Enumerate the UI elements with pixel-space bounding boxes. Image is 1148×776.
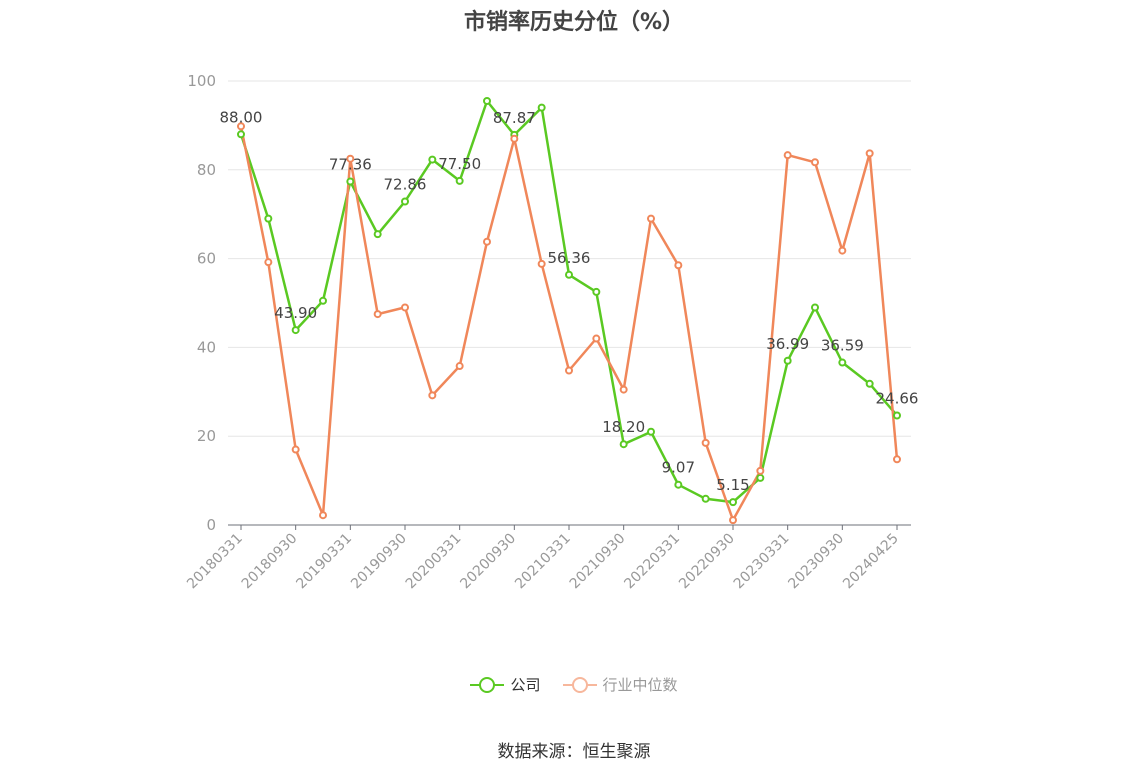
x-tick-label: 20180331: [184, 531, 246, 593]
data-point-company: [483, 96, 491, 105]
data-point-company: [729, 498, 737, 507]
data-point-company: [674, 480, 683, 489]
data-label-company: 77.36: [329, 156, 372, 174]
data-label-company: 36.99: [766, 335, 809, 353]
data-point-company: [237, 130, 245, 139]
data-point-industry-median: [319, 511, 327, 520]
data-point-industry-median: [592, 334, 601, 343]
data-point-company: [701, 494, 710, 503]
x-tick-label: 20210930: [567, 531, 629, 593]
data-point-industry-median: [291, 445, 300, 454]
data-label-company: 72.86: [384, 176, 427, 194]
data-point-industry-median: [701, 438, 710, 447]
legend-company-marker-icon: [470, 675, 505, 695]
data-point-industry-median: [756, 466, 765, 475]
data-point-industry-median: [893, 455, 901, 464]
x-tick-label: 20200331: [403, 531, 465, 593]
data-point-industry-median: [838, 246, 847, 255]
data-label-company: 5.15: [716, 476, 749, 494]
data-label-company: 9.07: [662, 459, 695, 477]
data-point-company: [865, 379, 874, 388]
data-point-company: [565, 270, 573, 279]
data-source-note: 数据来源：恒生聚源: [497, 742, 651, 762]
y-tick-label: 40: [197, 338, 216, 356]
x-tick-label: 20200930: [457, 531, 519, 593]
data-point-industry-median: [865, 149, 874, 158]
data-label-company: 56.36: [548, 249, 591, 267]
data-point-industry-median: [510, 134, 519, 143]
data-point-company: [592, 287, 601, 296]
data-label-company: 43.90: [274, 304, 317, 322]
data-point-company: [537, 103, 546, 112]
x-tick-label: 20190331: [293, 531, 355, 593]
legend-item-company[interactable]: 公司: [470, 674, 541, 695]
data-point-industry-median: [237, 122, 245, 131]
legend-label-industry-median: 行业中位数: [602, 676, 678, 694]
y-tick-label: 20: [197, 427, 216, 445]
data-label-company: 77.50: [438, 155, 481, 173]
x-tick-label: 20220331: [621, 531, 683, 593]
data-label-company: 88.00: [220, 108, 263, 126]
legend: 公司 行业中位数: [0, 674, 1148, 695]
data-point-industry-median: [455, 362, 464, 371]
data-point-industry-median: [565, 366, 573, 375]
data-point-industry-median: [783, 151, 792, 160]
x-tick-label: 20180930: [239, 531, 301, 593]
data-point-company: [838, 358, 847, 367]
data-point-company: [647, 427, 655, 436]
data-point-company: [619, 440, 628, 449]
data-point-industry-median: [619, 385, 628, 394]
y-tick-label: 60: [197, 250, 216, 268]
x-tick-label: 20230930: [785, 531, 847, 593]
data-point-company: [756, 473, 765, 482]
data-point-industry-median: [401, 303, 409, 312]
data-point-company: [893, 411, 901, 420]
data-point-industry-median: [729, 516, 737, 525]
data-label-company: 18.20: [602, 418, 645, 436]
data-label-company: 36.59: [821, 337, 864, 355]
data-label-company: 24.66: [876, 390, 919, 408]
x-tick-label: 20190930: [348, 531, 410, 593]
legend-label-company: 公司: [510, 676, 541, 694]
data-point-industry-median: [373, 310, 382, 319]
data-point-industry-median: [811, 158, 819, 167]
data-point-company: [783, 356, 792, 365]
data-point-industry-median: [264, 258, 273, 267]
data-point-industry-median: [483, 237, 491, 246]
legend-item-industry-median[interactable]: 行业中位数: [562, 674, 678, 695]
data-point-industry-median: [537, 259, 546, 268]
x-tick-label: 20240425: [840, 531, 902, 593]
data-point-company: [428, 155, 437, 164]
y-tick-label: 0: [206, 516, 216, 534]
data-point-company: [401, 197, 409, 206]
x-tick-label: 20230331: [731, 531, 793, 593]
data-point-company: [373, 230, 382, 239]
data-point-company: [455, 176, 464, 185]
legend-industry-marker-icon: [562, 675, 597, 695]
data-point-industry-median: [647, 214, 655, 223]
x-tick-label: 20210331: [512, 531, 574, 593]
y-tick-label: 80: [197, 161, 216, 179]
data-point-company: [319, 296, 327, 305]
data-point-industry-median: [674, 261, 683, 270]
data-point-company: [811, 303, 819, 312]
x-tick-label: 20220930: [676, 531, 738, 593]
chart-title: 市销率历史分位（%）: [463, 10, 685, 35]
data-point-company: [346, 177, 355, 186]
data-point-industry-median: [428, 391, 437, 400]
data-point-industry-median: [346, 154, 355, 163]
y-tick-label: 100: [187, 72, 216, 90]
series-line-industry-median: [239, 126, 899, 522]
data-point-company: [291, 326, 300, 335]
data-point-company: [264, 214, 273, 223]
data-label-company: 87.87: [493, 109, 536, 127]
